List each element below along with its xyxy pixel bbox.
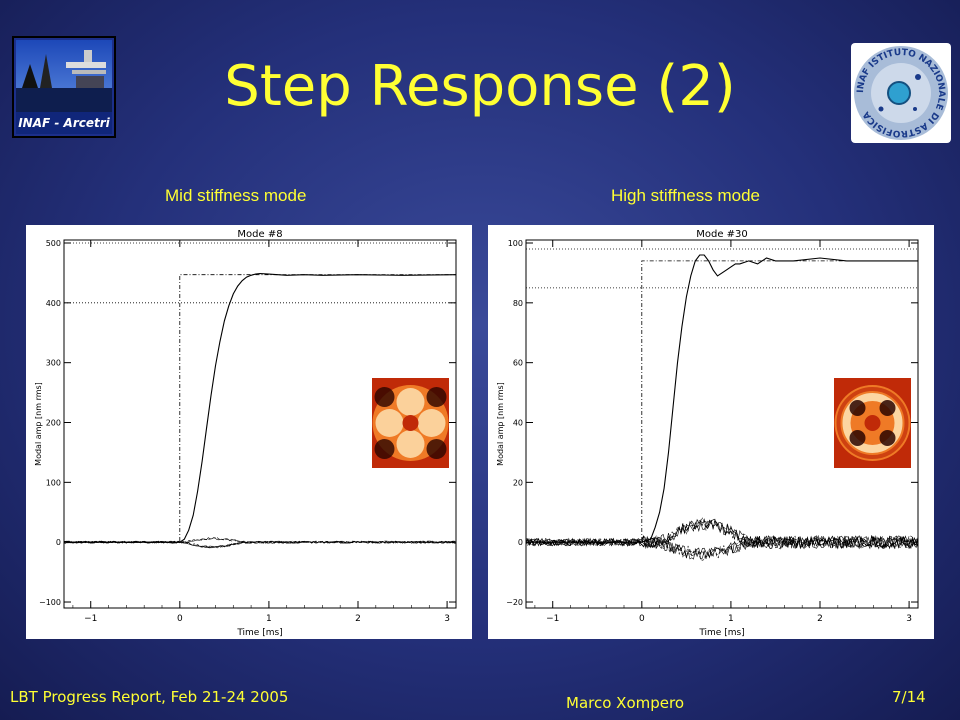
other-modes-traces	[525, 517, 919, 561]
mode-30-chart: Mode #30 −1 0 1 2 3 −20 0 20 40 60 80 100 Time [ms] Mo…	[496, 229, 919, 638]
observatory-image	[16, 40, 112, 112]
x-tick-label: 2	[355, 614, 361, 624]
footer-author: Marco Xompero	[566, 694, 684, 712]
y-tick-label: 40	[513, 419, 523, 428]
y-tick-label: 200	[46, 419, 61, 428]
y-tick-label: 20	[513, 478, 523, 487]
y-tick-label: 100	[46, 478, 61, 487]
inset-lobe	[396, 430, 425, 458]
x-tick-label: −1	[546, 614, 559, 624]
chart-title: Mode #30	[696, 229, 748, 240]
right-chart-subtitle: High stiffness mode	[611, 186, 760, 205]
x-tick-label: 1	[728, 614, 734, 624]
x-tick-label: −1	[84, 614, 97, 624]
y-tick-label: 0	[518, 538, 523, 547]
y-axis-label: Modal amp [nm rms]	[34, 382, 43, 466]
y-tick-label: 80	[513, 299, 523, 308]
mode-shape-inset	[372, 378, 449, 468]
left-chart-subtitle: Mid stiffness mode	[165, 186, 307, 205]
x-tick-label: 1	[266, 614, 272, 624]
response-line	[64, 272, 457, 543]
mode-30-chart-panel: Mode #30 −1 0 1 2 3 −20 0 20 40 60 80 100 Time [ms] Mo…	[488, 225, 934, 639]
x-tick-label: 2	[817, 614, 823, 624]
plot-frame	[63, 239, 457, 609]
x-axis-label: Time [ms]	[236, 628, 282, 638]
y-tick-label: 0	[56, 538, 61, 547]
footer-page-number: 7/14	[892, 688, 926, 706]
chart-title: Mode #8	[237, 229, 282, 240]
inset-node	[879, 430, 896, 446]
mode-8-chart: Mode #8 −1 0 1 2 3 −100 0 100 200 300 400 500 Time [m…	[34, 229, 457, 638]
inset-ring	[842, 393, 903, 453]
y-tick-label: −20	[506, 598, 523, 607]
x-tick-label: 3	[906, 614, 912, 624]
inset-node	[426, 387, 447, 407]
noise-trace	[525, 535, 919, 561]
y-axis-label: Modal amp [nm rms]	[496, 382, 505, 466]
inaf-seal-logo: INAF ISTITUTO NAZIONALE DI ASTROFISICA	[851, 43, 951, 143]
inset-lobe	[417, 409, 446, 437]
y-tick-label: 100	[508, 239, 523, 248]
telescope-icon	[16, 50, 112, 112]
inset-lobe	[375, 409, 404, 437]
inset-lobe	[396, 388, 425, 416]
x-tick-label: 0	[177, 614, 183, 624]
response-line	[526, 254, 918, 543]
logo-caption: INAF - Arcetri	[16, 112, 112, 134]
y-tick-label: 400	[46, 299, 61, 308]
mode-shape-inset	[834, 378, 911, 468]
inset-node	[374, 387, 395, 407]
slide-title: Step Response (2)	[224, 54, 736, 119]
x-axis-label: Time [ms]	[698, 628, 744, 638]
inset-node	[374, 439, 395, 459]
inset-node	[849, 430, 866, 446]
y-tick-label: 300	[46, 359, 61, 368]
inset-center	[402, 415, 419, 431]
x-tick-label: 0	[639, 614, 645, 624]
footer-event: LBT Progress Report, Feb 21-24 2005	[10, 688, 289, 706]
inset-outer-ring	[836, 387, 909, 459]
y-tick-label: 500	[46, 239, 61, 248]
plot-frame	[525, 239, 919, 609]
inaf-arcetri-logo: INAF - Arcetri	[12, 36, 116, 138]
inset-node	[879, 400, 896, 416]
mode-8-chart-panel: Mode #8 −1 0 1 2 3 −100 0 100 200 300 400 500 Time [m…	[26, 225, 472, 639]
x-tick-label: 3	[444, 614, 450, 624]
inset-node	[426, 439, 447, 459]
inset-node	[849, 400, 866, 416]
inset-center	[864, 415, 881, 431]
y-tick-label: −100	[39, 598, 61, 607]
y-tick-label: 60	[513, 359, 523, 368]
